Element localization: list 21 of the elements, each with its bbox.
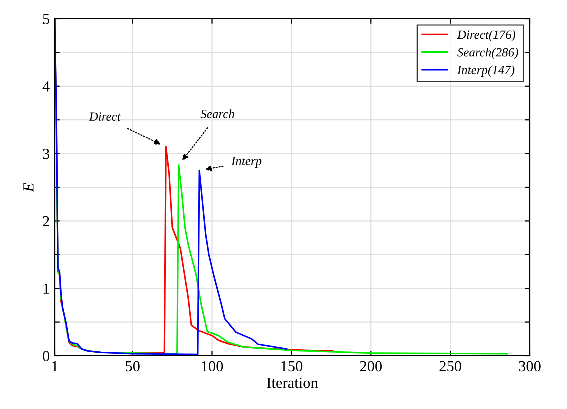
x-tick-label: 1 xyxy=(52,361,58,372)
x-tick-label: 200 xyxy=(360,361,382,372)
y-tick-label: 5 xyxy=(43,14,50,24)
y-tick-label: 1 xyxy=(44,284,50,294)
x-tick-label: 150 xyxy=(282,361,303,372)
legend-label: Direct(176) xyxy=(457,30,516,42)
annotation: Direct xyxy=(89,112,122,122)
annotation: Interp xyxy=(231,157,262,168)
x-tick-label: 100 xyxy=(202,361,224,372)
x-tick-label: 50 xyxy=(126,361,140,372)
y-axis-title: E xyxy=(24,183,34,192)
annotation: Search xyxy=(200,110,234,118)
x-axis-title: Iteration xyxy=(267,378,318,388)
y-tick-label: 3 xyxy=(43,148,50,160)
y-tick-label: 0 xyxy=(43,351,50,362)
x-tick-label: 300 xyxy=(519,361,541,372)
legend-label: Interp(147) xyxy=(457,66,515,77)
legend-label: Search(286) xyxy=(458,48,518,60)
x-tick-label: 250 xyxy=(440,361,462,372)
y-tick-label: 4 xyxy=(42,82,50,92)
y-tick-label: 2 xyxy=(43,216,50,226)
